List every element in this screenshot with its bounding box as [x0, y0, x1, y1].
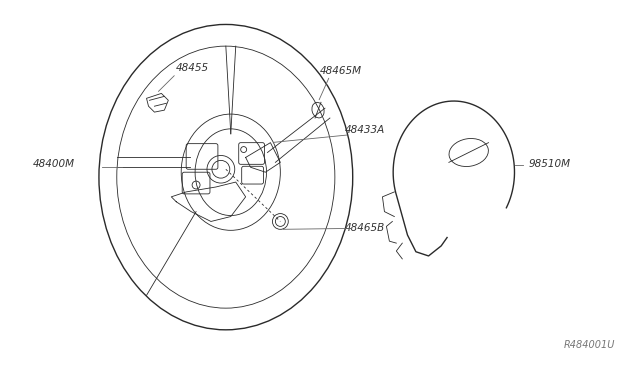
- Text: R484001U: R484001U: [564, 340, 616, 350]
- Text: 98510M: 98510M: [528, 159, 570, 169]
- Text: 48465M: 48465M: [320, 66, 362, 76]
- Text: 48455: 48455: [176, 63, 209, 73]
- Polygon shape: [147, 93, 168, 112]
- Text: 48465B: 48465B: [345, 223, 385, 233]
- Text: 48433A: 48433A: [345, 125, 385, 135]
- Text: 48400M: 48400M: [33, 159, 75, 169]
